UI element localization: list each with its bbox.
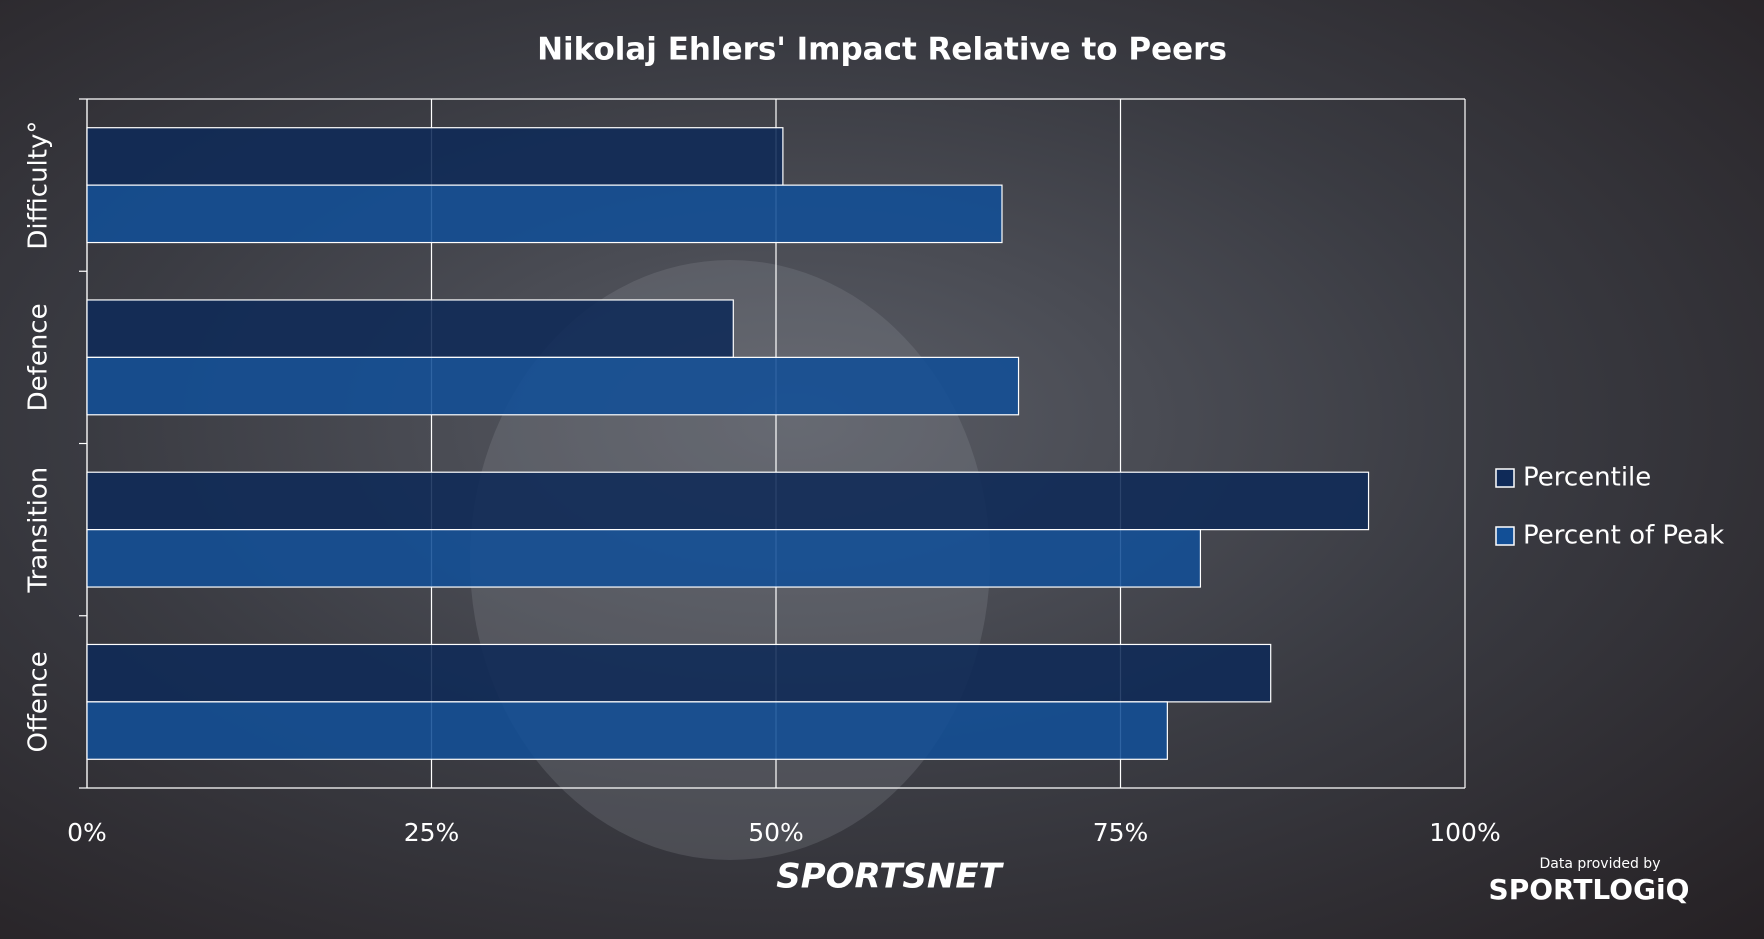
- bar: [86, 701, 1168, 760]
- bar: [86, 529, 1202, 588]
- y-tick-label: Offence: [24, 651, 54, 752]
- legend-swatch: [1495, 526, 1515, 546]
- legend-label: Percentile: [1523, 463, 1651, 493]
- bar: [86, 184, 1003, 244]
- bar: [86, 356, 1020, 416]
- credit-text: Data provided by: [1540, 856, 1661, 872]
- legend-swatch: [1495, 468, 1515, 488]
- y-tick-label: Defence: [24, 303, 54, 411]
- provider-logo: SPORTLOGiQ: [1489, 873, 1690, 906]
- y-tick-label: Transition: [24, 467, 54, 594]
- x-tick-label: 25%: [404, 818, 460, 847]
- broadcaster-logo: SPORTSNET: [776, 857, 1004, 897]
- x-tick-label: 50%: [748, 818, 804, 847]
- x-tick-label: 75%: [1093, 818, 1149, 847]
- bar: [86, 643, 1272, 703]
- bar: [86, 127, 784, 186]
- x-tick-label: 0%: [67, 818, 107, 847]
- chart-title: Nikolaj Ehlers' Impact Relative to Peers: [537, 32, 1227, 68]
- y-tick-label: Difficulty°: [24, 121, 54, 250]
- bar: [86, 299, 734, 358]
- x-tick-label: 100%: [1429, 818, 1500, 847]
- legend-label: Percent of Peak: [1523, 521, 1724, 551]
- bar: [86, 471, 1370, 531]
